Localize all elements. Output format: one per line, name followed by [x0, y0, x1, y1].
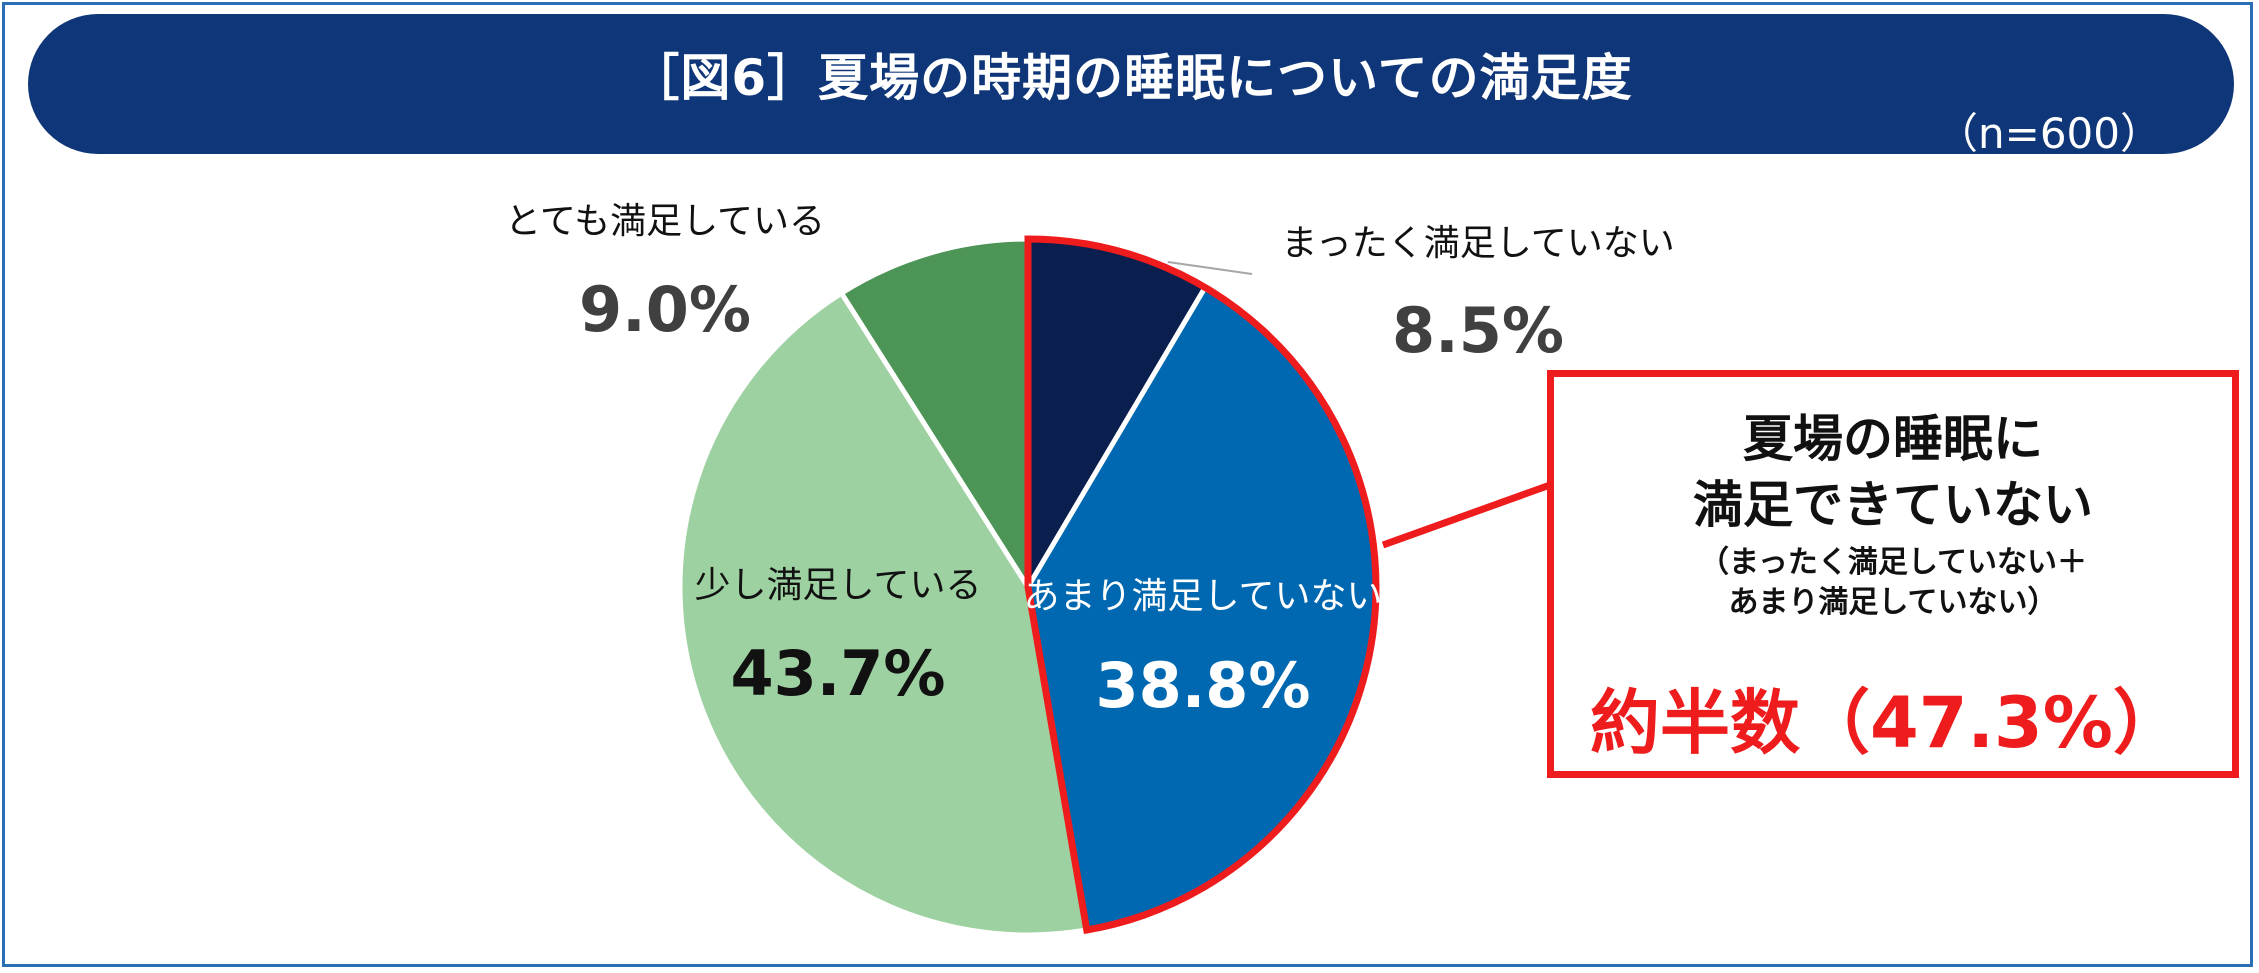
slice-value-label-3: 43.7% [730, 637, 945, 710]
slice-category-label-3: 少し満足している [695, 565, 982, 606]
slice-category-label-1: まったく満足していない [1281, 223, 1674, 264]
pie-slice-4 [839, 236, 1031, 590]
callout-note-line2: あまり満足していない） [1728, 585, 2058, 620]
callout-result: 約半数（47.3%） [1590, 682, 2183, 764]
highlight-outline [1024, 235, 1380, 935]
title-bar: ［図6］夏場の時期の睡眠についての満足度 （n=600） [28, 14, 2234, 158]
callout-box: 夏場の睡眠に 満足できていない （まったく満足していない＋ あまり満足していない… [1547, 370, 2239, 778]
slice-category-label-2: あまり満足していない [1024, 576, 1383, 617]
callout-heading-line2: 満足できていない [1693, 476, 2093, 534]
callout-connector [1381, 481, 1552, 549]
sample-size: （n=600） [1936, 109, 2162, 158]
callout-heading-line1: 夏場の睡眠に [1743, 410, 2043, 468]
slice-category-label-4: とても満足している [505, 201, 825, 242]
chart-title: ［図6］夏場の時期の睡眠についての満足度 [629, 49, 1633, 107]
pie-slice-3 [677, 290, 1090, 938]
slice-value-label-1: 8.5% [1392, 294, 1564, 367]
slice-value-label-2: 38.8% [1095, 649, 1310, 722]
slice-value-label-4: 9.0% [579, 273, 751, 346]
leader-line-very-dissatisfied [1167, 261, 1253, 275]
callout-note-line1: （まったく満足していない＋ [1699, 545, 2087, 580]
